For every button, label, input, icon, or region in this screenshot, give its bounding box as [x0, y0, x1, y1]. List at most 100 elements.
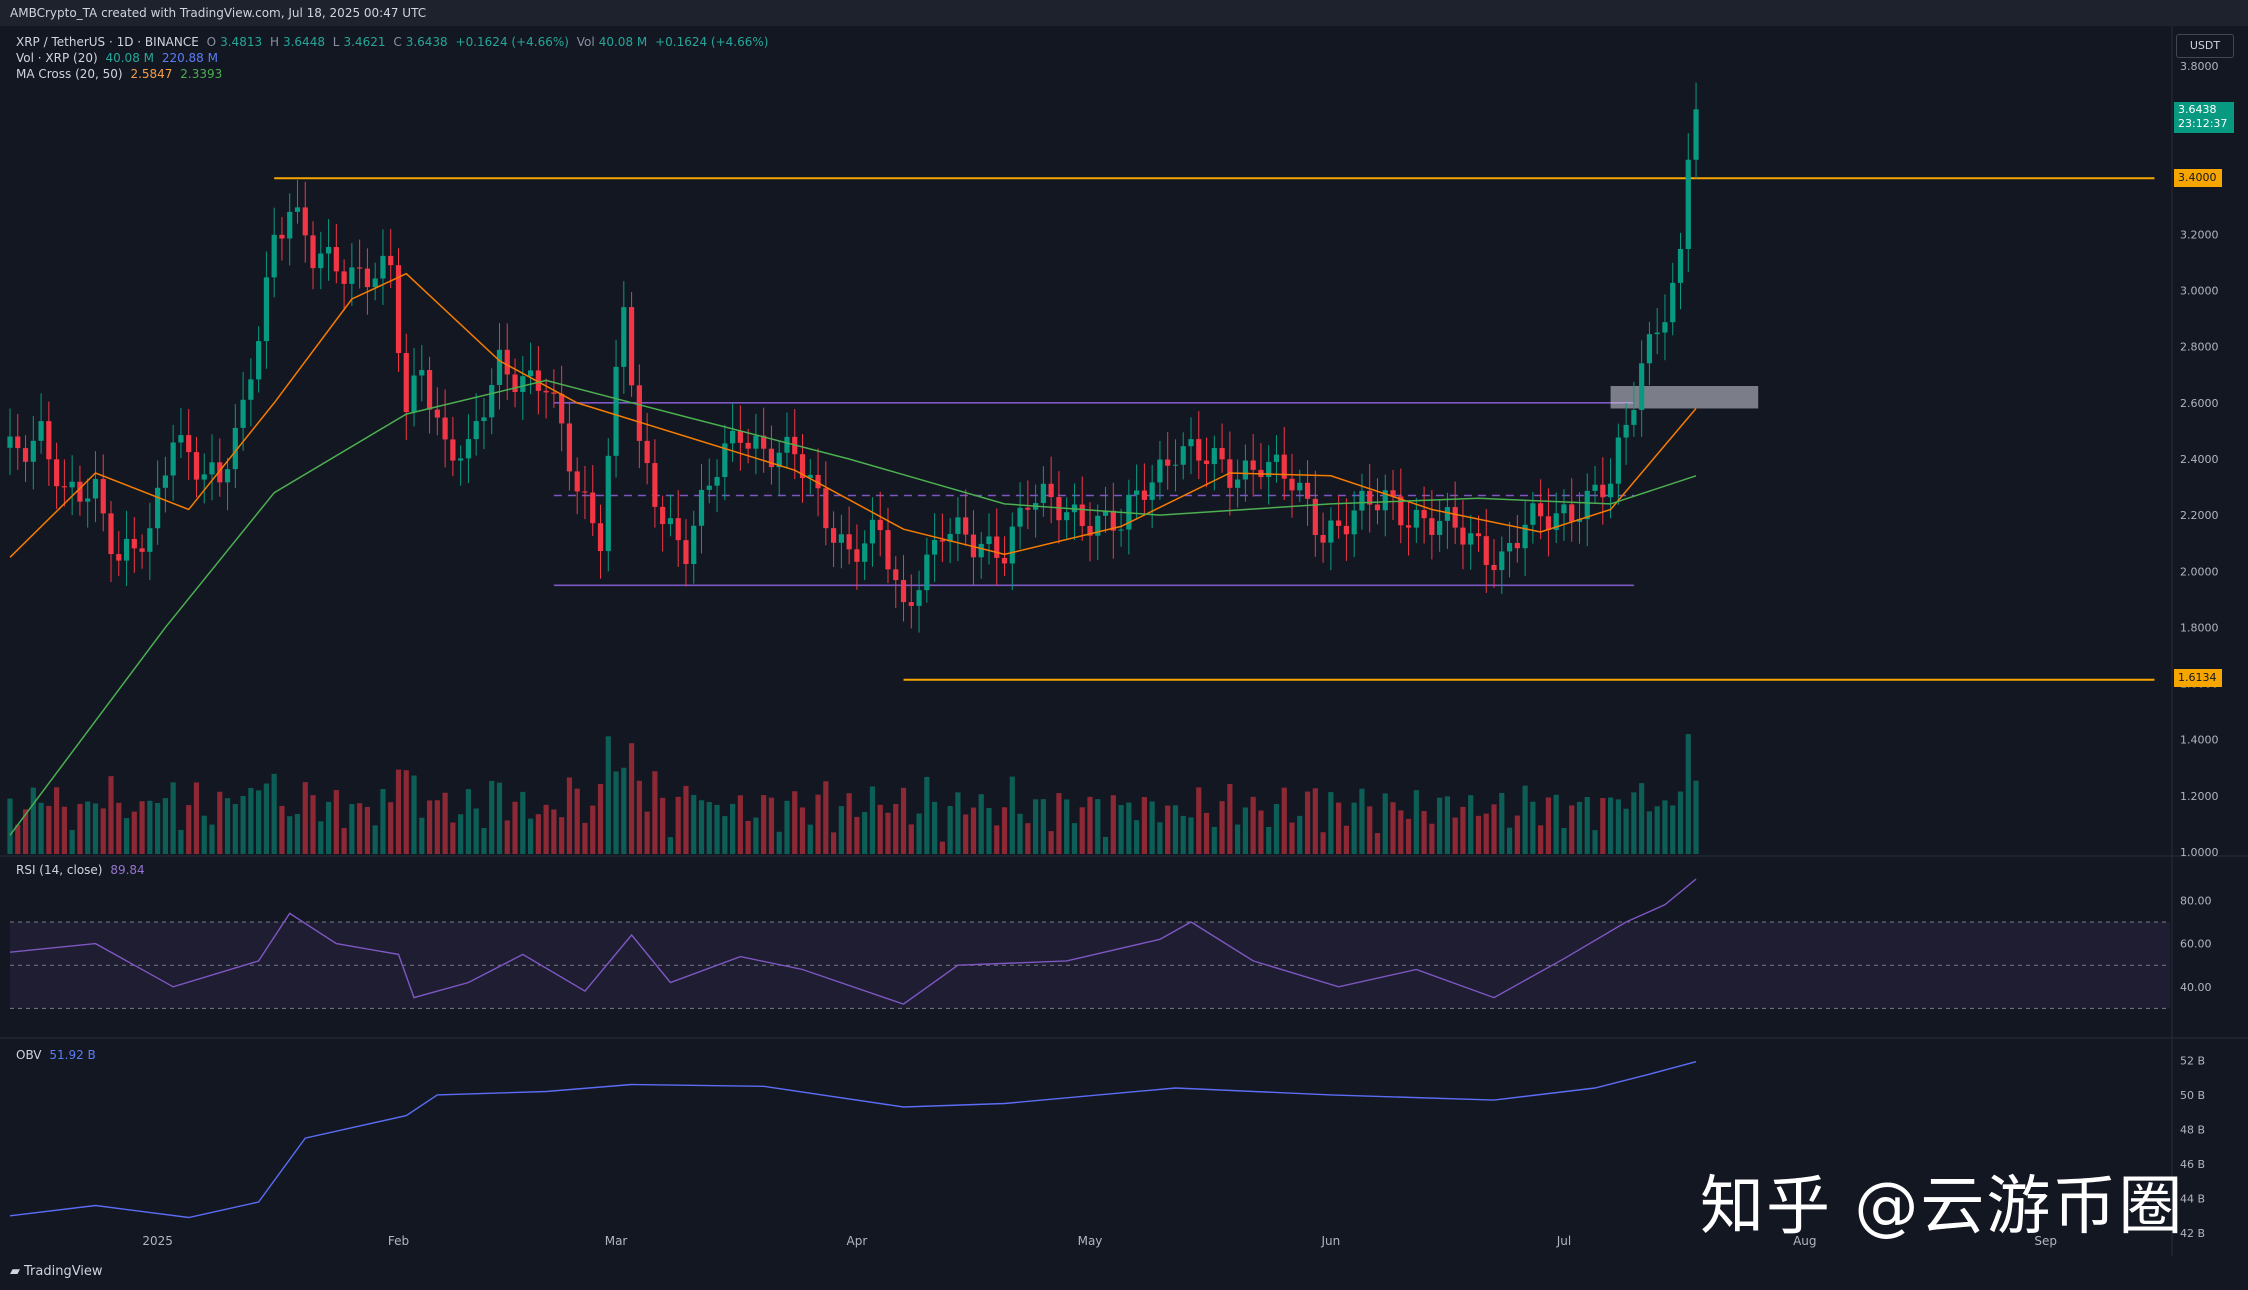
candle-body [799, 454, 806, 479]
watermark: 知乎 @云游币圈 [1700, 1170, 2185, 1244]
volume-bar [830, 832, 837, 854]
candle-body [1242, 460, 1248, 480]
volume-bar [61, 806, 67, 854]
candle-body [69, 481, 75, 488]
volume-bar [1522, 785, 1528, 854]
volume-bar [1506, 827, 1513, 854]
volume-bar [753, 817, 759, 854]
candle-body [753, 435, 759, 449]
volume-bar [1025, 823, 1031, 854]
volume-bar [318, 821, 324, 854]
volume-bar [1483, 813, 1489, 854]
candle-body [597, 523, 604, 552]
legend-c: 3.6438 [405, 35, 448, 49]
volume-bar [209, 824, 215, 854]
legend-ma-indicator[interactable]: MA Cross (20, 50) [16, 67, 123, 81]
y-tick-label: 1.0000 [2180, 846, 2219, 859]
rsi-tick-label: 60.00 [2180, 938, 2212, 951]
candle-body [131, 538, 137, 549]
legend-vol-indicator[interactable]: Vol · XRP (20) [16, 51, 98, 65]
volume-bar [100, 808, 106, 854]
volume-bar [1273, 804, 1280, 854]
volume-bar [1242, 807, 1248, 854]
candle-body [1491, 564, 1497, 571]
legend-symbol[interactable]: XRP / TetherUS · 1D · BINANCE [16, 35, 199, 49]
volume-bar [1134, 820, 1140, 854]
volume-bar [1475, 815, 1482, 854]
volume-bar [1530, 801, 1536, 854]
volume-bar [1367, 806, 1373, 854]
volume-bar [955, 792, 961, 854]
candle-body [613, 366, 619, 456]
volume-bar [1304, 791, 1311, 854]
volume-bar [388, 802, 394, 854]
volume-bar [1468, 795, 1474, 854]
candle-body [869, 519, 876, 544]
candle-body [85, 498, 91, 502]
candle-body [1312, 498, 1318, 535]
volume-bar [1102, 836, 1109, 854]
legend-rsi-indicator[interactable]: RSI (14, close) [16, 863, 103, 877]
currency-button[interactable]: USDT [2176, 34, 2234, 58]
volume-bar [1569, 805, 1575, 854]
volume-bar [939, 841, 945, 854]
candle-body [768, 448, 775, 468]
candle-body [54, 459, 60, 487]
candle-body [574, 471, 580, 492]
candle-body [846, 534, 852, 550]
candle-body [294, 207, 301, 212]
candle-body [481, 417, 487, 422]
tradingview-logo[interactable]: ▰ TradingView [10, 1264, 103, 1279]
candle-body [520, 376, 526, 393]
candle-body [1576, 519, 1583, 522]
y-tick-label: 1.4000 [2180, 734, 2219, 747]
candle-body [147, 528, 153, 552]
volume-bar [869, 786, 876, 854]
candle-body [1017, 507, 1023, 527]
obv-line [9, 1061, 1697, 1219]
candle-body [582, 491, 588, 493]
candle-body [838, 534, 844, 543]
volume-bar [1009, 776, 1015, 854]
volume-bar [325, 801, 332, 854]
volume-bar [256, 790, 262, 854]
candle-body [1219, 447, 1225, 460]
y-tick-label: 2.0000 [2180, 565, 2219, 578]
candle-body [1475, 533, 1482, 537]
candle-body [403, 353, 409, 413]
candle-body [1631, 409, 1637, 425]
candle-body [186, 435, 192, 453]
volume-bar [628, 743, 635, 854]
volume-bar [947, 806, 953, 854]
volume-bar [224, 798, 231, 854]
candle-body [1468, 533, 1474, 545]
volume-bar [1374, 833, 1381, 854]
volume-bar [434, 800, 440, 854]
price-tag-resistance: 3.4000 [2174, 169, 2222, 187]
rsi-line [9, 878, 1697, 1005]
volume-bar [1126, 802, 1132, 854]
volume-bar [1033, 799, 1039, 854]
legend-obv-indicator[interactable]: OBV [16, 1048, 42, 1062]
candle-body [1250, 460, 1256, 470]
candle-body [1320, 534, 1326, 543]
volume-bar [1227, 783, 1233, 854]
volume-bar [1001, 807, 1008, 854]
candle-body [61, 486, 67, 488]
volume-bar [1662, 800, 1668, 854]
candle-body [22, 448, 29, 462]
volume-bar [504, 820, 510, 854]
volume-bar [248, 788, 254, 854]
volume-bar [1382, 793, 1388, 854]
candle-body [1662, 322, 1668, 333]
candle-body [1172, 464, 1179, 466]
price-tag-countdown: 23:12:37 [2178, 117, 2228, 130]
candle-body [551, 392, 557, 394]
volume-bar [1615, 799, 1621, 854]
volume-bar [442, 792, 448, 854]
volume-bar [520, 791, 526, 854]
volume-bar [1289, 822, 1295, 854]
volume-bar [1110, 795, 1116, 854]
volume-bar [1258, 810, 1264, 854]
